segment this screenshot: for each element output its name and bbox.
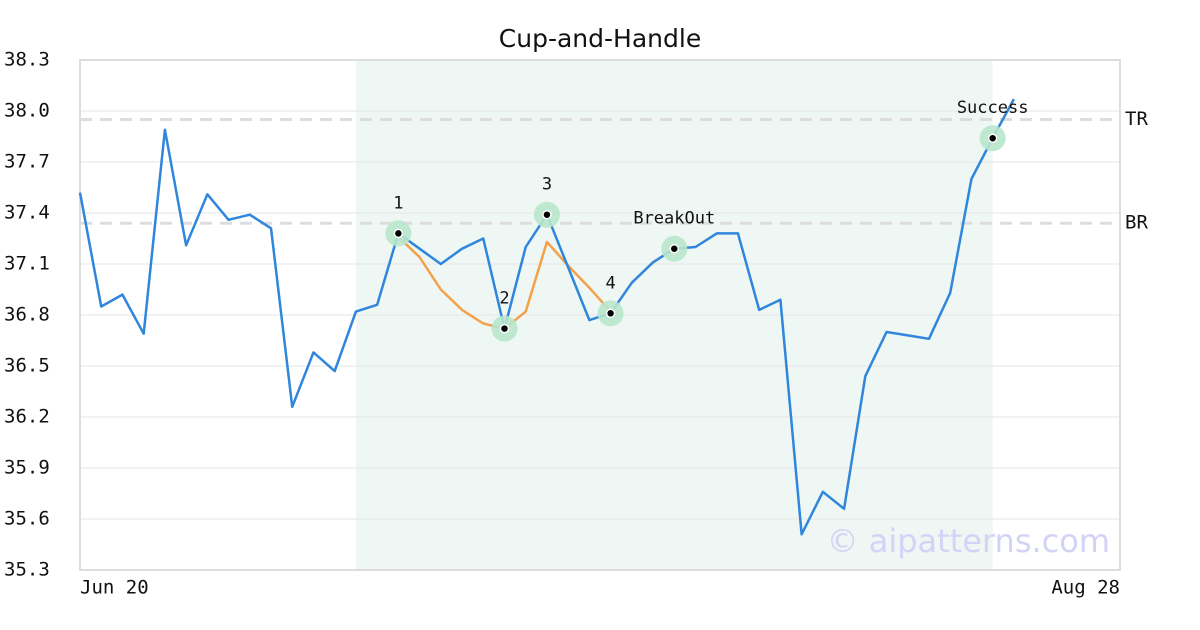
level-label: BR (1125, 212, 1148, 234)
y-tick-label: 36.5 (4, 355, 50, 377)
y-tick-label: 38.0 (4, 100, 50, 122)
annotation-point (499, 323, 510, 334)
x-tick-label: Jun 20 (80, 577, 149, 599)
y-tick-label: 35.6 (4, 508, 50, 530)
watermark: © aipatterns.com (827, 522, 1110, 560)
annotation-label: 4 (605, 273, 615, 293)
y-tick-label: 36.8 (4, 304, 50, 326)
y-tick-label: 37.1 (4, 253, 50, 275)
annotation-point (987, 133, 998, 143)
y-tick-label: 38.3 (4, 49, 50, 71)
y-tick-label: 37.7 (4, 151, 50, 173)
x-tick-label: Aug 28 (1051, 577, 1120, 599)
annotation-label: BreakOut (633, 209, 715, 229)
annotation-point (393, 228, 404, 239)
annotation-label: Success (957, 98, 1029, 118)
level-label: TR (1125, 108, 1148, 130)
annotation-point (542, 209, 552, 220)
annotation-label: 3 (542, 175, 552, 195)
annotation-point (605, 308, 616, 319)
y-tick-label: 35.9 (4, 457, 50, 479)
annotation-label: 1 (393, 193, 403, 213)
y-tick-label: 37.4 (4, 202, 50, 224)
plot-frame (79, 59, 1121, 571)
y-tick-label: 36.2 (4, 406, 50, 428)
y-tick-label: 35.3 (4, 559, 50, 581)
annotation-label: 2 (499, 289, 509, 309)
annotation-point (669, 243, 680, 254)
chart-title: Cup-and-Handle (499, 24, 701, 53)
